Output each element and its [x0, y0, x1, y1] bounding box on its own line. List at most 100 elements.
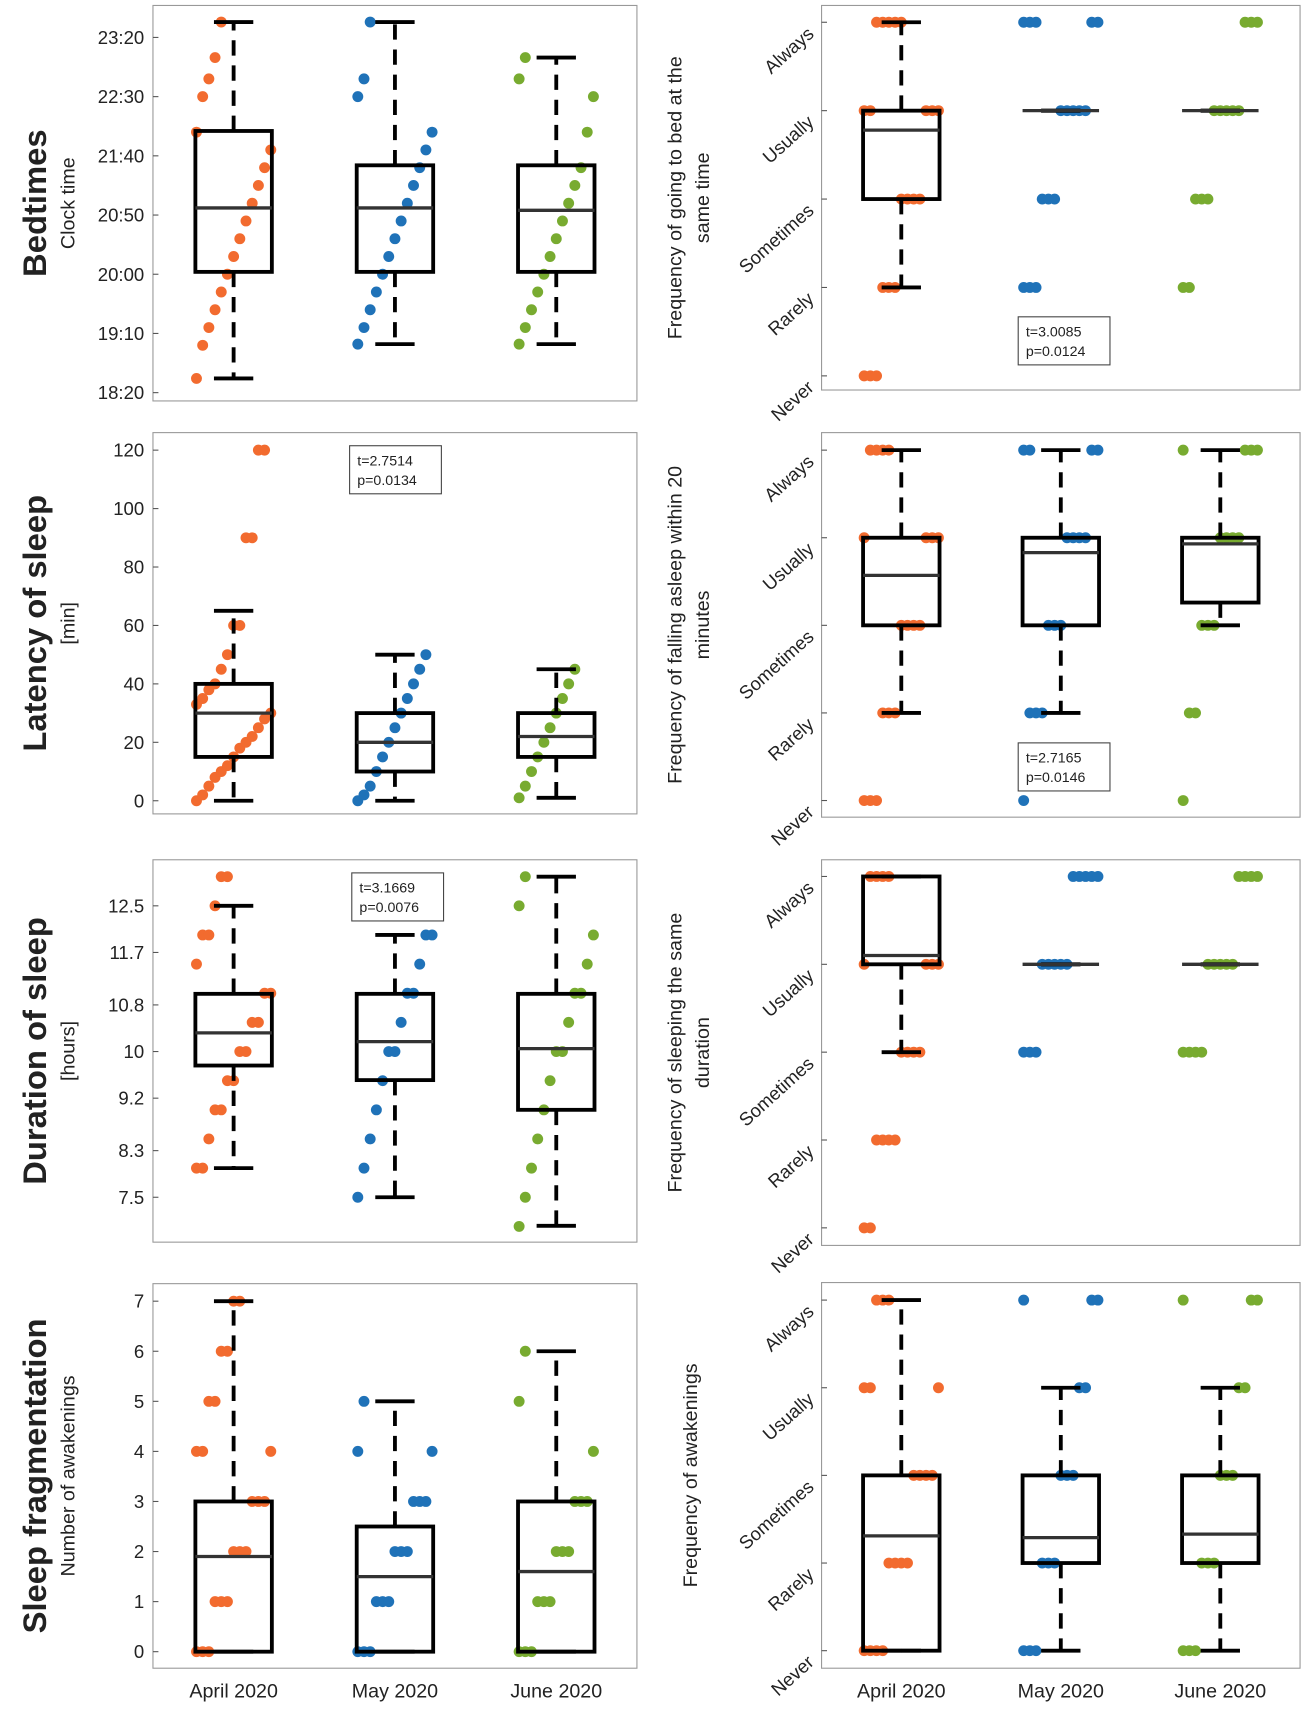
data-point [209, 304, 221, 316]
data-point [215, 663, 227, 675]
plot-frame [152, 432, 638, 815]
y-tick-label: 10 [124, 1041, 145, 1062]
data-point [221, 649, 233, 661]
box [193, 681, 274, 759]
data-point [240, 1546, 252, 1558]
data-point [1049, 193, 1061, 205]
data-point [203, 322, 215, 333]
data-point [871, 795, 883, 806]
y-tick-label: 7 [134, 1291, 144, 1312]
y-tick-label: Always [760, 1301, 818, 1356]
data-point [203, 780, 215, 792]
data-point [1080, 1382, 1092, 1394]
y-axis-label: [min] [57, 602, 79, 645]
x-tick-label: May 2020 [352, 1681, 438, 1703]
y-axis-label: [hours] [57, 1021, 79, 1081]
data-point [1092, 1294, 1104, 1306]
data-point [513, 900, 525, 912]
box [861, 874, 942, 967]
data-point [197, 1445, 209, 1457]
data-point [1024, 444, 1036, 456]
data-point [259, 162, 271, 174]
data-point [358, 322, 370, 333]
data-point [519, 871, 531, 883]
y-tick-label: Rarely [764, 1563, 818, 1615]
data-point [414, 958, 426, 970]
data-point [1018, 795, 1030, 806]
data-point [544, 251, 556, 262]
data-point [408, 678, 419, 690]
data-point [395, 215, 407, 227]
box [193, 1499, 274, 1654]
data-point [389, 233, 401, 245]
y-tick-label: 10.8 [108, 994, 144, 1015]
data-point [1030, 282, 1042, 293]
data-point [1251, 1294, 1263, 1306]
data-point [526, 304, 537, 316]
y-tick-label: 12.5 [108, 895, 144, 916]
box [1180, 535, 1261, 605]
data-point [563, 1546, 575, 1558]
data-point [1177, 1294, 1189, 1306]
data-point [364, 780, 376, 792]
box [193, 991, 274, 1068]
data-point [544, 722, 556, 734]
x-tick-label: June 2020 [510, 1681, 602, 1703]
data-point [544, 1596, 556, 1608]
data-point [532, 1133, 544, 1145]
data-point [587, 929, 599, 941]
y-tick-label: 100 [113, 498, 144, 519]
y-axis-label: Frequency of sleeping the same [665, 913, 687, 1193]
box [354, 991, 436, 1083]
data-point [563, 197, 575, 209]
data-point [197, 789, 209, 801]
x-tick-label: April 2020 [189, 1681, 278, 1703]
data-point [240, 1046, 252, 1058]
y-tick-label: 18:20 [98, 382, 144, 403]
data-point [358, 1395, 370, 1407]
data-point [420, 144, 432, 156]
x-tick-label: June 2020 [1174, 1681, 1266, 1703]
data-point [389, 1046, 401, 1058]
data-point [426, 126, 438, 138]
data-point [526, 766, 537, 777]
data-point [234, 619, 246, 631]
y-tick-label: Sometimes [735, 200, 818, 278]
x-tick-label: April 2020 [857, 1681, 946, 1703]
data-point [1196, 1046, 1208, 1058]
data-point [1092, 444, 1104, 456]
data-point [203, 73, 215, 85]
x-tick-label: May 2020 [1018, 1681, 1104, 1703]
y-axis-label: same time [692, 152, 714, 243]
data-point [215, 286, 227, 298]
y-tick-label: 20:50 [98, 205, 144, 226]
y-tick-label: Usually [758, 111, 818, 168]
y-tick-label: Always [760, 23, 818, 78]
box [354, 1524, 436, 1654]
annotation-text: t=3.0085 [1026, 324, 1082, 340]
y-tick-label: 23:20 [98, 27, 144, 48]
data-point [587, 1445, 599, 1457]
data-point [1183, 282, 1195, 293]
y-tick-label: 20:00 [98, 264, 144, 285]
data-point [550, 233, 562, 245]
data-point [532, 286, 544, 298]
data-point [519, 1345, 531, 1357]
data-point [1018, 1294, 1030, 1306]
data-point [1202, 193, 1214, 205]
annotation-text: p=0.0134 [357, 473, 417, 489]
box [516, 991, 597, 1112]
y-tick-label: 21:40 [98, 145, 144, 166]
data-point [426, 1445, 438, 1457]
data-point [1030, 1046, 1042, 1058]
data-point [197, 91, 209, 103]
box [861, 535, 942, 628]
data-point [383, 251, 395, 262]
y-tick-label: Sometimes [735, 1476, 818, 1554]
data-point [1030, 16, 1042, 28]
annotation-text: t=2.7514 [357, 453, 413, 469]
data-point [513, 792, 525, 804]
y-axis-label: Clock time [57, 157, 79, 249]
data-point [221, 760, 233, 772]
data-point [932, 1382, 944, 1394]
